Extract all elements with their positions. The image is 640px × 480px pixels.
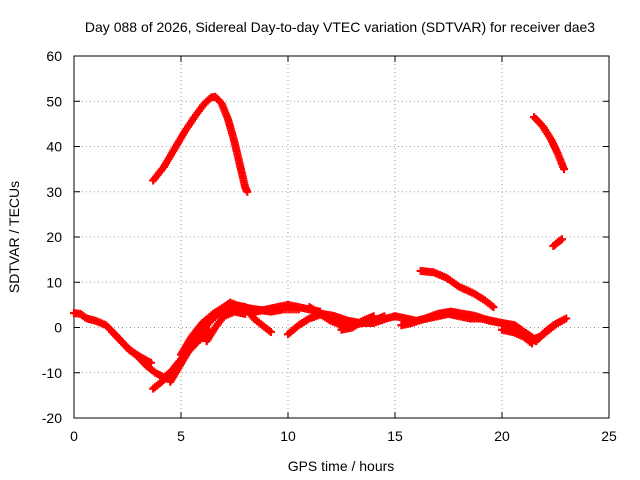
data-point (243, 187, 252, 196)
y-tick-label: 30 (46, 184, 62, 200)
data-point (560, 165, 569, 174)
chart-title: Day 088 of 2026, Sidereal Day-to-day VTE… (85, 19, 595, 35)
data-point (294, 305, 303, 314)
data-point (147, 358, 156, 367)
y-tick-label: -20 (42, 410, 62, 426)
y-tick-label: -10 (42, 365, 62, 381)
data-point (557, 316, 566, 325)
data-point (557, 235, 566, 244)
data-series (416, 266, 498, 312)
x-tick-label: 15 (387, 428, 403, 444)
x-tick-label: 5 (177, 428, 185, 444)
plot-frame (73, 55, 610, 419)
grid-layer (74, 56, 609, 418)
y-tick-label: 60 (46, 48, 62, 64)
data-point (266, 328, 275, 337)
data-point (380, 312, 389, 321)
y-tick-label: 0 (54, 320, 62, 336)
data-series (241, 303, 275, 337)
x-axis-label: GPS time / hours (288, 458, 395, 474)
data-series (498, 325, 536, 348)
tick-layer: 0 5 10 15 20 25 -20 -10 0 10 20 30 40 50 60 (42, 48, 617, 444)
y-tick-label: 10 (46, 274, 62, 290)
y-axis-label: SDTVAR / TECUs (6, 181, 22, 293)
y-tick-label: 50 (46, 93, 62, 109)
data-point (562, 314, 571, 323)
data-series (149, 92, 252, 196)
y-tick-label: 40 (46, 139, 62, 155)
data-layer (70, 92, 571, 393)
data-series (177, 298, 303, 359)
x-tick-label: 20 (494, 428, 510, 444)
data-series (337, 312, 378, 334)
data-series (549, 235, 566, 251)
x-tick-label: 0 (70, 428, 78, 444)
data-series (397, 307, 566, 346)
x-tick-label: 25 (601, 428, 617, 444)
data-series (530, 113, 569, 174)
y-tick-label: 20 (46, 229, 62, 245)
data-point (489, 303, 498, 312)
data-point (369, 312, 378, 321)
data-series (108, 328, 156, 367)
data-series (202, 307, 250, 346)
x-tick-label: 10 (280, 428, 296, 444)
data-point (527, 339, 536, 348)
